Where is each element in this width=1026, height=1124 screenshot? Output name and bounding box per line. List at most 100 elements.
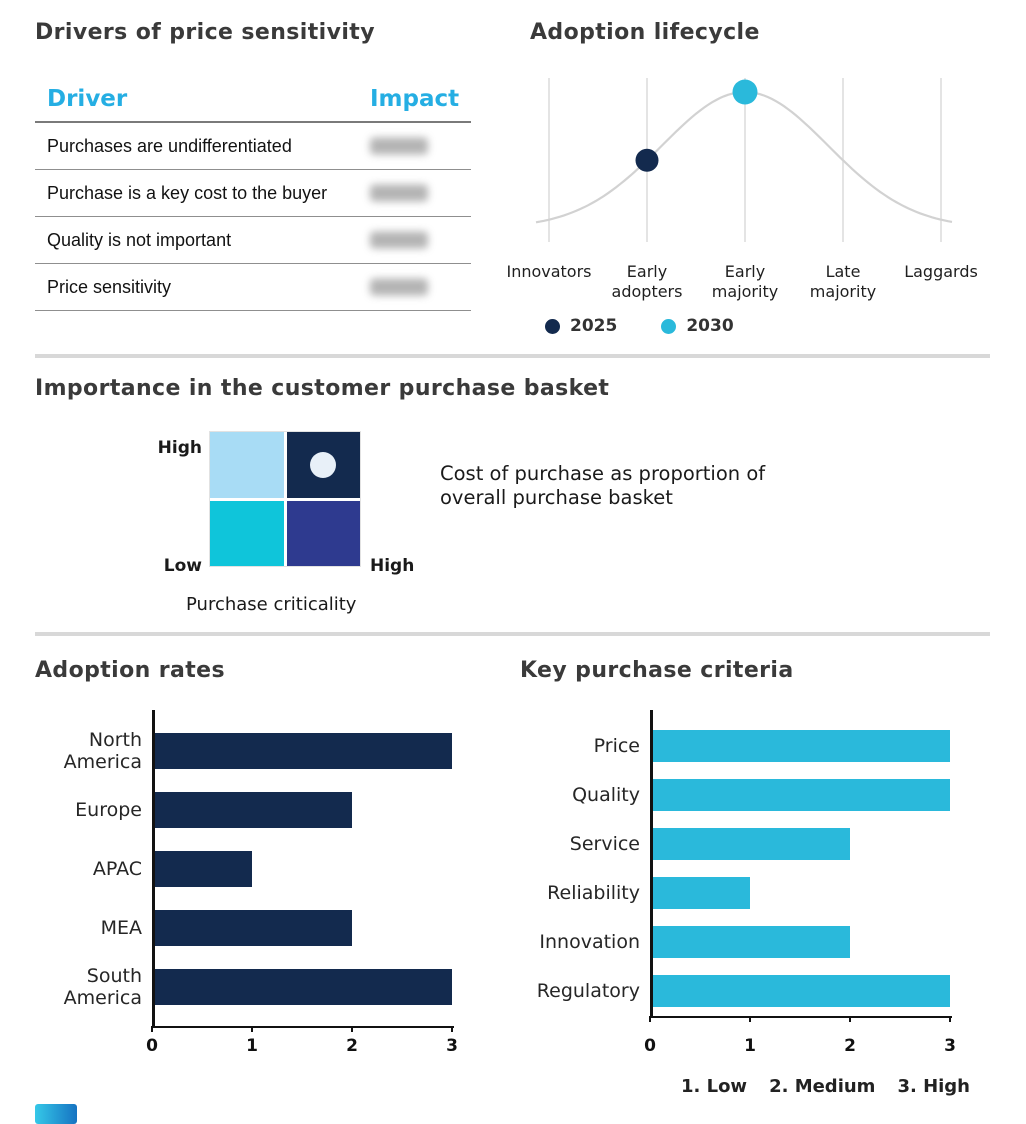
key-purchase-criteria-title: Key purchase criteria: [520, 658, 794, 683]
legend-dot-icon: [545, 318, 560, 334]
bar-track: [650, 975, 950, 1007]
basket-title: Importance in the customer purchase bask…: [35, 376, 610, 401]
legend-label: 2025: [570, 316, 618, 336]
x-tick-3: 3: [944, 1036, 956, 1056]
x-tick-mark: [451, 1026, 453, 1032]
bar-track: [152, 910, 452, 946]
scale-item-low: 1. Low: [680, 1076, 748, 1097]
scale-item-medium: 2. Medium: [769, 1076, 876, 1097]
bar-category-label: MEA: [100, 916, 142, 939]
bar-row: Europe: [35, 792, 452, 828]
marker-2030: [732, 79, 758, 105]
legend-label: 2030: [686, 316, 734, 336]
bar-row: Innovation: [520, 926, 950, 958]
bar-track: [152, 733, 452, 769]
x-axis-high-label: High: [370, 556, 415, 576]
driver-cell: Price sensitivity: [47, 276, 172, 297]
bar-category-label: Service: [569, 832, 640, 855]
key-purchase-criteria-chart: Price Quality Service Reliability Innovation…: [520, 710, 956, 1070]
bar-track: [152, 969, 452, 1005]
x-tick-1: 1: [744, 1036, 756, 1056]
bar-category-label: Europe: [75, 798, 142, 821]
brand-mark: [35, 1104, 77, 1124]
bar-rows: Price Quality Service Reliability Innovation…: [520, 710, 950, 1024]
bar-row: Service: [520, 828, 950, 860]
x-tick-mark: [151, 1026, 153, 1032]
bar-track: [650, 730, 950, 762]
table-header-row: Driver Impact: [35, 62, 471, 123]
section-divider: [35, 354, 990, 358]
bar-track: [650, 828, 950, 860]
bar-europe: [152, 792, 352, 828]
adoption-rates-title: Adoption rates: [35, 658, 225, 683]
price-sensitivity-table: Driver Impact Purchases are undifferenti…: [35, 62, 471, 311]
purchase-basket-matrix: [209, 431, 361, 567]
matrix-marker-dot: [310, 451, 337, 478]
x-tick-1: 1: [246, 1036, 258, 1056]
section-divider: [35, 632, 990, 636]
table-row: Price sensitivity: [35, 264, 471, 311]
x-axis-title: Purchase criticality: [186, 594, 357, 615]
x-tick-mark: [949, 1016, 951, 1022]
bar-track: [152, 851, 452, 887]
bar-row: South America: [35, 965, 452, 1009]
impact-value-redacted: [370, 137, 428, 155]
bar-category-label: APAC: [92, 857, 142, 880]
bar-row: MEA: [35, 910, 452, 946]
bar-reliability: [650, 877, 750, 909]
bar-service: [650, 828, 850, 860]
x-tick-0: 0: [644, 1036, 656, 1056]
lifecycle-legend: 2025 2030: [545, 316, 734, 336]
marker-2025: [635, 148, 659, 172]
bar-category-label: Innovation: [539, 930, 640, 953]
x-axis-ticks: 0 1 2 3: [644, 1016, 956, 1064]
lifecycle-axis-label: Late majority: [809, 262, 877, 301]
table-row: Purchase is a key cost to the buyer: [35, 170, 471, 217]
bar-row: Regulatory: [520, 975, 950, 1007]
legend-dot-icon: [661, 318, 677, 334]
column-header-impact: Impact: [370, 86, 460, 112]
impact-value-redacted: [370, 231, 428, 249]
x-tick-2: 2: [844, 1036, 856, 1056]
bar-regulatory: [650, 975, 950, 1007]
x-tick-mark: [649, 1016, 651, 1022]
x-axis-line: [152, 1026, 454, 1028]
scale-item-high: 3. High: [897, 1076, 970, 1097]
x-tick-mark: [749, 1016, 751, 1022]
bar-row: Quality: [520, 779, 950, 811]
y-axis-line: [152, 710, 155, 1028]
quadrant-top-left: [210, 432, 284, 498]
bar-track: [650, 779, 950, 811]
x-axis-ticks: 0 1 2 3: [146, 1026, 458, 1064]
column-header-driver: Driver: [47, 86, 128, 112]
price-sensitivity-title: Drivers of price sensitivity: [35, 20, 375, 45]
legend-item-2025: 2025: [545, 316, 617, 336]
adoption-rates-chart: North America Europe APAC MEA South America …: [35, 710, 458, 1070]
bar-category-label: North America: [63, 728, 142, 773]
table-body: Purchases are undifferentiated Purchase i…: [35, 123, 471, 311]
driver-cell: Purchases are undifferentiated: [47, 135, 292, 156]
quadrant-bottom-right: [286, 500, 360, 566]
x-tick-mark: [251, 1026, 253, 1032]
lifecycle-axis-label: Laggards: [904, 262, 978, 281]
y-axis-line: [650, 710, 653, 1018]
bar-track: [152, 792, 452, 828]
lifecycle-title: Adoption lifecycle: [530, 20, 760, 45]
bar-rows: North America Europe APAC MEA South America: [35, 710, 452, 1028]
lifecycle-axis-labels: Innovators Early adopters Early majority La…: [500, 262, 990, 302]
bar-price: [650, 730, 950, 762]
bar-south-america: [152, 969, 452, 1005]
bar-north-america: [152, 733, 452, 769]
bar-innovation: [650, 926, 850, 958]
table-row: Purchases are undifferentiated: [35, 123, 471, 170]
bar-row: North America: [35, 729, 452, 773]
x-tick-2: 2: [346, 1036, 358, 1056]
bar-category-label: Price: [593, 734, 640, 757]
bar-category-label: South America: [63, 964, 142, 1009]
basket-annotation: Cost of purchase as proportion of overal…: [440, 462, 766, 510]
quadrant-top-right: [286, 432, 360, 498]
scale-footnote: 1. Low 2. Medium 3. High: [520, 1076, 970, 1097]
x-tick-0: 0: [146, 1036, 158, 1056]
y-axis-low-label: Low: [163, 556, 202, 576]
impact-value-redacted: [370, 278, 428, 296]
